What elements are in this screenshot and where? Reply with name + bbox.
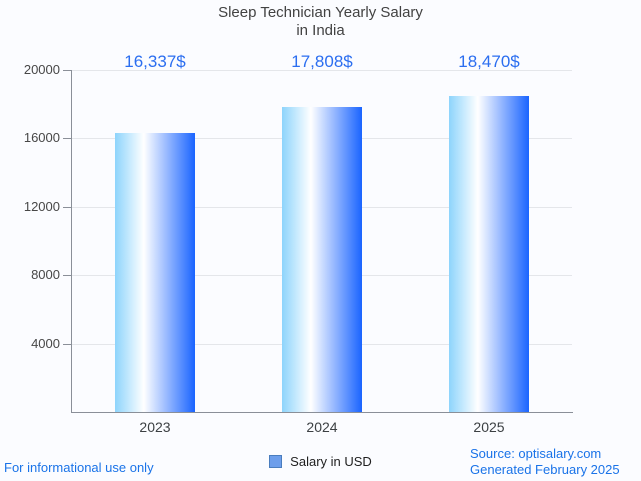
y-axis-tick [63, 138, 71, 139]
chart-title-line2: in India [296, 22, 345, 39]
gridline [72, 70, 572, 71]
y-axis-label: 16000 [23, 130, 60, 145]
y-axis-tick [63, 275, 71, 276]
disclaimer-text: For informational use only [4, 460, 154, 475]
legend: Salary in USD [0, 454, 641, 469]
bar [282, 107, 362, 412]
y-axis-label: 20000 [23, 62, 60, 77]
y-axis-label: 12000 [23, 199, 60, 214]
value-label: 16,337$ [124, 52, 186, 71]
chart-title: Sleep Technician Yearly Salary in India [0, 4, 641, 40]
x-axis-line [71, 412, 573, 413]
generated-text: Generated February 2025 [470, 462, 620, 477]
y-axis-tick [63, 344, 71, 345]
source-text: Source: optisalary.com [470, 446, 602, 461]
source-info: Source: optisalary.com Generated Februar… [470, 446, 620, 478]
value-label: 18,470$ [458, 52, 520, 71]
bar [115, 133, 195, 412]
x-axis-label: 2025 [473, 419, 505, 435]
y-axis-tick [63, 70, 71, 71]
value-label: 17,808$ [291, 52, 353, 71]
x-axis-label: 2023 [139, 419, 171, 435]
bar [449, 96, 529, 412]
legend-swatch-icon [269, 455, 283, 468]
chart-title-line1: Sleep Technician Yearly Salary [218, 4, 423, 21]
y-axis-line [71, 70, 72, 413]
y-axis-tick [63, 207, 71, 208]
y-axis-label: 8000 [31, 267, 60, 282]
y-axis-label: 4000 [31, 336, 60, 351]
x-axis-label: 2024 [306, 419, 338, 435]
legend-label: Salary in USD [290, 454, 372, 469]
